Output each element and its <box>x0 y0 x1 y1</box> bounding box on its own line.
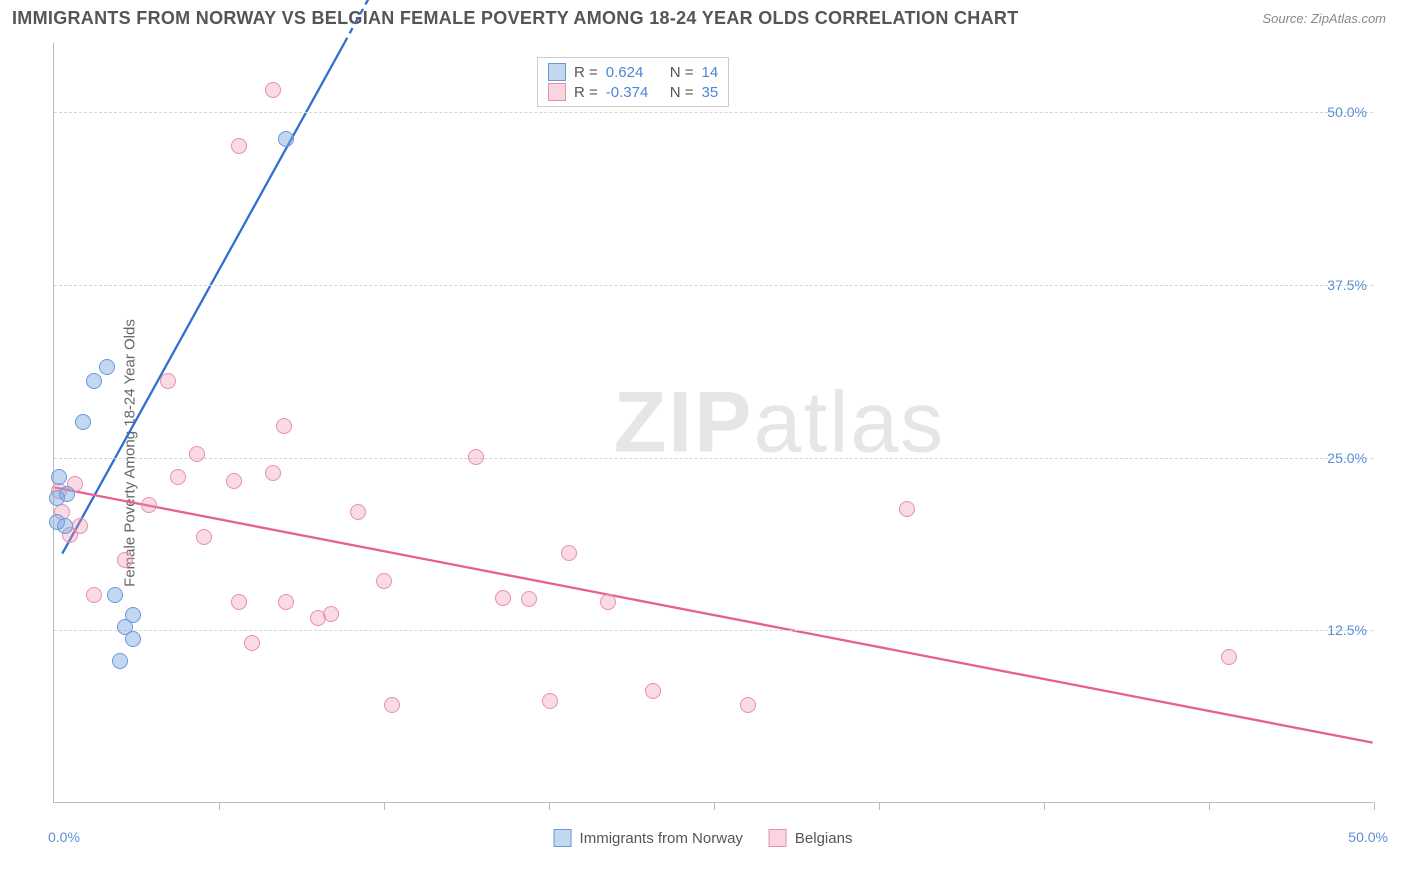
swatch-blue-icon <box>548 63 566 81</box>
chart-title: IMMIGRANTS FROM NORWAY VS BELGIAN FEMALE… <box>12 8 1019 29</box>
data-point <box>600 594 616 610</box>
data-point <box>86 373 102 389</box>
x-tick <box>219 802 220 810</box>
data-point <box>278 594 294 610</box>
y-tick-label: 12.5% <box>1327 622 1367 638</box>
legend-correlation: R = 0.624 N = 14 R = -0.374 N = 35 <box>537 57 729 107</box>
data-point <box>265 82 281 98</box>
data-point <box>561 545 577 561</box>
data-point <box>384 697 400 713</box>
data-point <box>231 138 247 154</box>
y-tick-label: 50.0% <box>1327 104 1367 120</box>
data-point <box>112 653 128 669</box>
plot-area: ZIPatlas R = 0.624 N = 14 R = -0.374 N =… <box>53 43 1373 803</box>
chart-container: Female Poverty Among 18-24 Year Olds ZIP… <box>8 33 1398 873</box>
legend-blue-label: Immigrants from Norway <box>580 830 743 847</box>
data-point <box>51 469 67 485</box>
source-label: Source: ZipAtlas.com <box>1262 11 1386 26</box>
x-tick <box>1209 802 1210 810</box>
data-point <box>107 587 123 603</box>
data-point <box>117 552 133 568</box>
x-tick <box>1044 802 1045 810</box>
x-tick <box>879 802 880 810</box>
data-point <box>226 473 242 489</box>
data-point <box>278 131 294 147</box>
data-point <box>86 587 102 603</box>
data-point <box>376 573 392 589</box>
swatch-pink-icon <box>769 829 787 847</box>
grid-line <box>54 112 1373 113</box>
data-point <box>350 504 366 520</box>
data-point <box>99 359 115 375</box>
data-point <box>899 501 915 517</box>
swatch-blue-icon <box>554 829 572 847</box>
trend-line <box>62 43 344 554</box>
legend-n-pink: 35 <box>702 84 719 101</box>
legend-n-blue: 14 <box>702 64 719 81</box>
data-point <box>1221 649 1237 665</box>
data-point <box>170 469 186 485</box>
data-point <box>75 414 91 430</box>
legend-r-label2: R = <box>574 84 598 101</box>
data-point <box>542 693 558 709</box>
data-point <box>57 518 73 534</box>
data-point <box>495 590 511 606</box>
swatch-pink-icon <box>548 83 566 101</box>
data-point <box>468 449 484 465</box>
data-point <box>265 465 281 481</box>
y-tick-label: 25.0% <box>1327 450 1367 466</box>
grid-line <box>54 630 1373 631</box>
data-point <box>310 610 326 626</box>
grid-line <box>54 285 1373 286</box>
legend-r-blue: 0.624 <box>606 64 662 81</box>
data-point <box>141 497 157 513</box>
data-point <box>49 490 65 506</box>
data-point <box>160 373 176 389</box>
x-tick <box>384 802 385 810</box>
legend-row-blue: R = 0.624 N = 14 <box>548 62 718 82</box>
data-point <box>196 529 212 545</box>
x-max-label: 50.0% <box>1348 829 1388 845</box>
data-point <box>645 683 661 699</box>
legend-r-pink: -0.374 <box>606 84 662 101</box>
legend-series: Immigrants from Norway Belgians <box>554 829 853 847</box>
x-tick <box>1374 802 1375 810</box>
trend-line <box>54 487 1372 742</box>
data-point <box>276 418 292 434</box>
legend-r-label: R = <box>574 64 598 81</box>
data-point <box>244 635 260 651</box>
legend-pink-label: Belgians <box>795 830 853 847</box>
data-point <box>125 631 141 647</box>
legend-row-pink: R = -0.374 N = 35 <box>548 82 718 102</box>
x-tick <box>714 802 715 810</box>
data-point <box>521 591 537 607</box>
grid-line <box>54 458 1373 459</box>
y-tick-label: 37.5% <box>1327 277 1367 293</box>
x-tick <box>549 802 550 810</box>
data-point <box>125 607 141 623</box>
trend-lines <box>54 43 1373 802</box>
data-point <box>740 697 756 713</box>
legend-n-label: N = <box>670 64 694 81</box>
x-origin-label: 0.0% <box>48 829 80 845</box>
data-point <box>231 594 247 610</box>
legend-n-label2: N = <box>670 84 694 101</box>
data-point <box>189 446 205 462</box>
